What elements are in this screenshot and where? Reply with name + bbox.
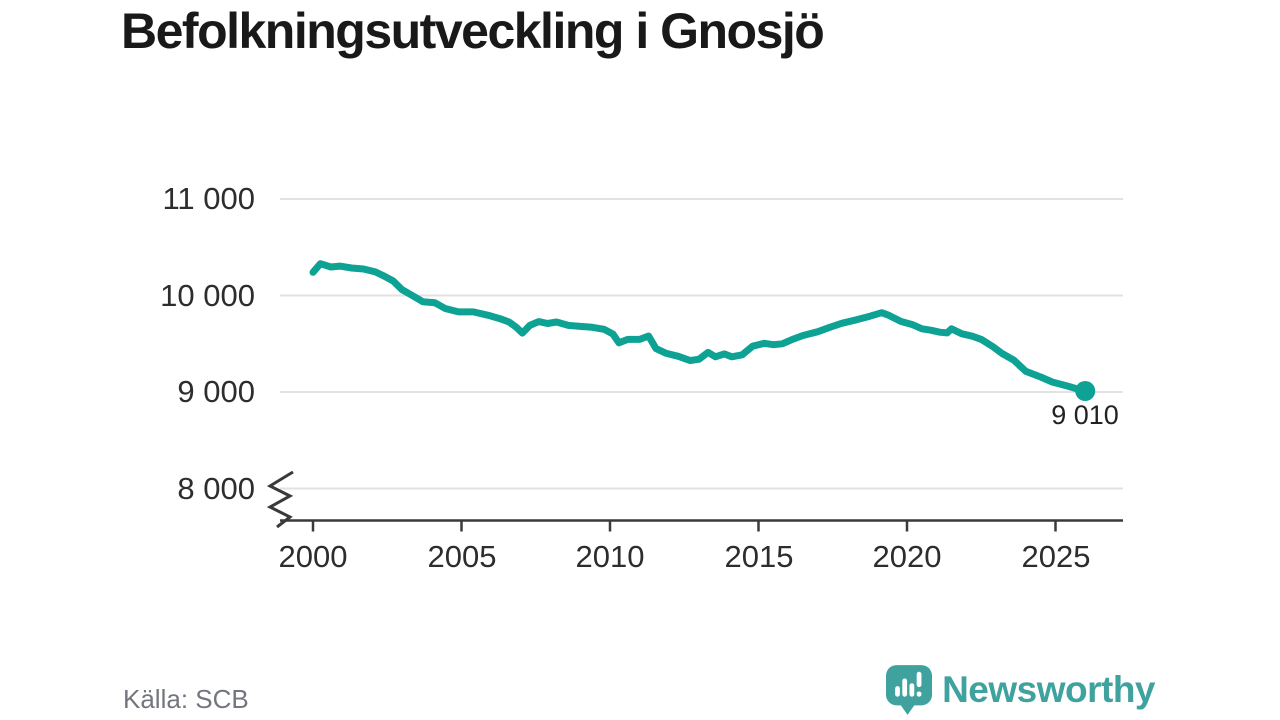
newsworthy-speech-bubble-icon [886,665,933,715]
x-axis-tick-label: 2015 [724,539,794,574]
y-axis-tick-label: 9 000 [177,374,255,409]
source-note: Källa: SCB [123,684,249,714]
chart-title: Befolkningsutveckling i Gnosjö [121,3,825,59]
line-chart: 11 000 10 000 9 000 8 000 2000 2005 2010 2015 2… [160,181,1123,574]
newsworthy-wordmark: Newsworthy [942,669,1155,710]
latest-point-marker [1075,381,1096,401]
bar-tall-icon [902,678,908,697]
chart-plot-svg [266,198,1123,532]
x-axis-tick-label: 2010 [575,539,645,574]
bar-short-icon [895,686,900,697]
y-axis-tick-label: 11 000 [162,181,255,216]
end-value-label: 9 010 [1051,400,1119,430]
y-axis-break-icon [266,470,294,529]
x-axis-tick-label: 2025 [1021,539,1091,574]
population-line [309,260,1089,395]
y-axis-tick-label: 10 000 [160,278,255,313]
bar-mid-icon [909,683,915,697]
exclamation-dot-icon [916,691,922,697]
y-axis-tick-label: 8 000 [177,471,255,506]
exclamation-bar-icon [916,671,922,688]
x-axis-tick-label: 2020 [872,539,942,574]
x-axis-tick-label: 2005 [427,539,497,574]
x-axis-tick-label: 2000 [278,539,348,574]
newsworthy-logo: Newsworthy [886,664,1155,716]
